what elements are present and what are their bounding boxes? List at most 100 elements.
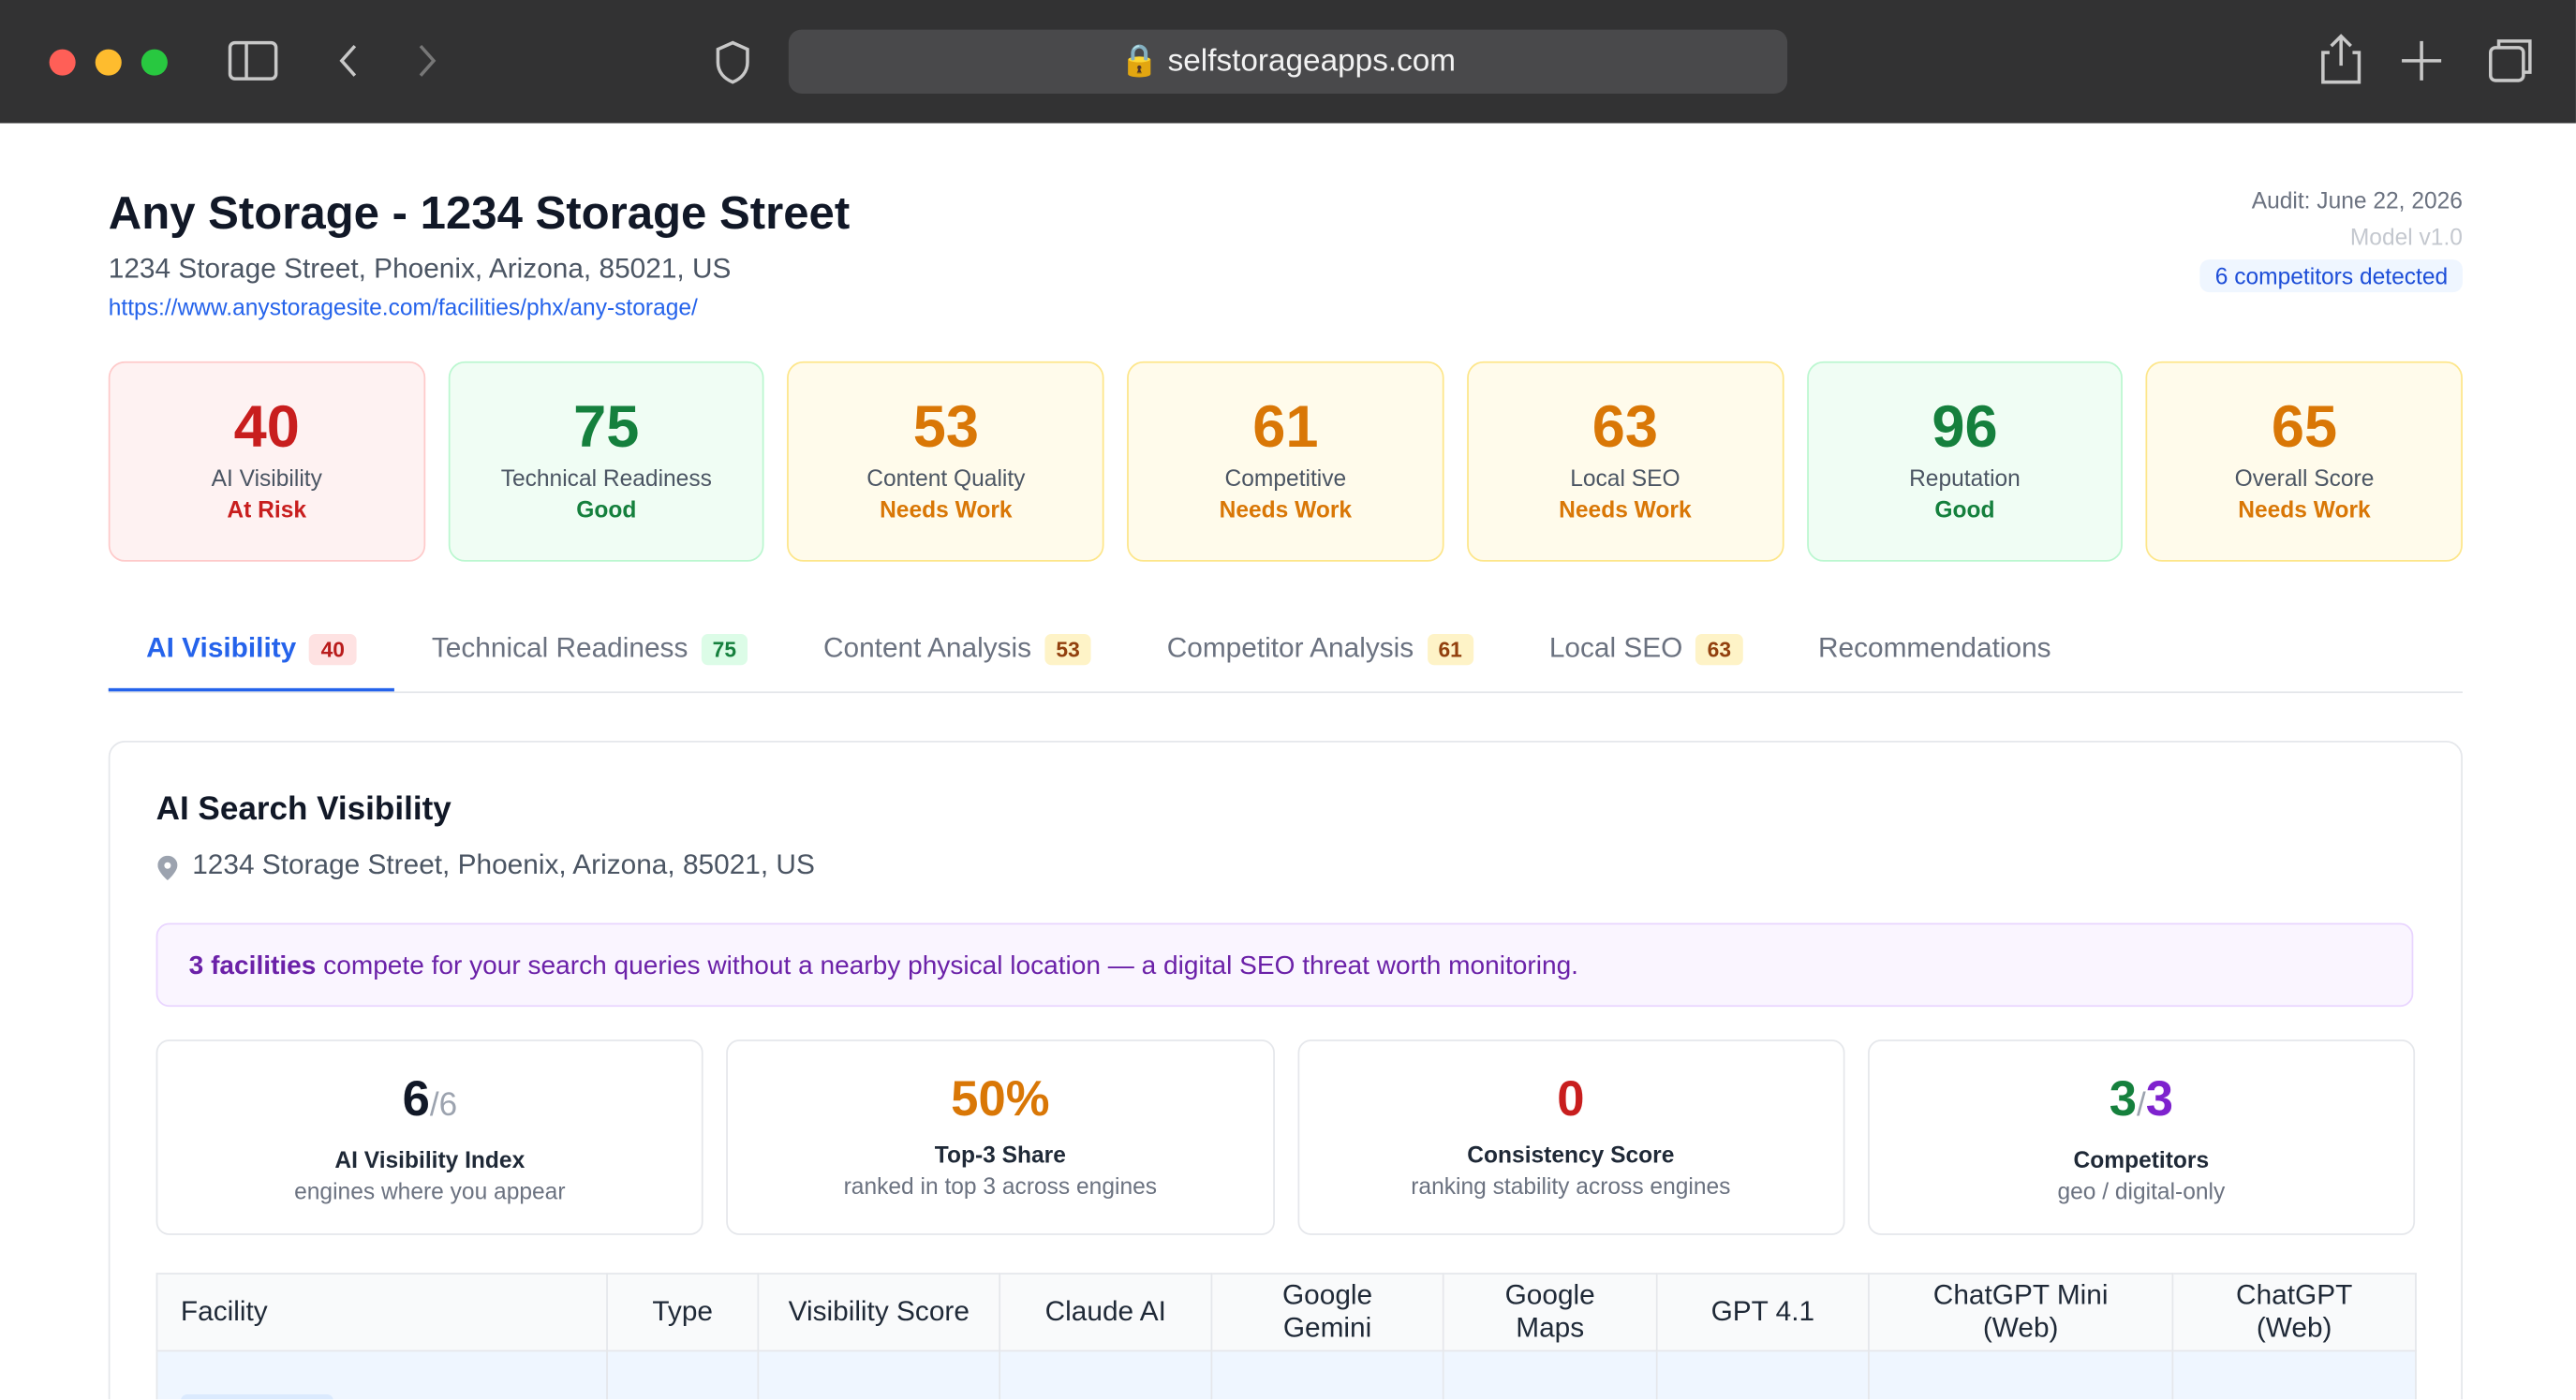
minimize-button[interactable] — [95, 49, 122, 76]
cell — [757, 1349, 1001, 1400]
stat-sep: / — [2136, 1087, 2146, 1124]
tab-badge: 75 — [701, 633, 748, 666]
column-header: Facility — [155, 1273, 608, 1352]
cell — [1210, 1349, 1444, 1400]
score-cards: 40 AI Visibility At Risk 75 Technical Readin… — [108, 361, 2464, 562]
tab[interactable]: Recommendations — [1781, 616, 2089, 692]
cell — [2171, 1349, 2417, 1400]
column-header: Google Maps — [1442, 1273, 1658, 1352]
stat-box: 0 Consistency Score ranking stability acro… — [1296, 1039, 1845, 1235]
score-card: 96 Reputation Good — [1806, 361, 2124, 562]
score: 65 — [2271, 392, 2338, 461]
cell: Your Facility — [155, 1349, 608, 1400]
tab[interactable]: Competitor Analysis 61 — [1129, 616, 1511, 692]
section-address: 1234 Storage Street, Phoenix, Arizona, 8… — [192, 848, 815, 881]
model-version: Model v1.0 — [2349, 223, 2463, 250]
url-text: selfstorageapps.com — [1167, 44, 1457, 80]
zoom-button[interactable] — [141, 49, 168, 76]
score-status: Needs Work — [1559, 495, 1692, 523]
browser-toolbar: 🔒 selfstorageapps.com — [0, 0, 2576, 124]
score-status: Good — [1934, 495, 1995, 523]
audit-meta: Audit: June 22, 2026 Model v1.0 6 compet… — [2199, 186, 2463, 293]
score-card: 65 Overall Score Needs Work — [2146, 361, 2464, 562]
score-status: Needs Work — [1219, 495, 1353, 523]
score: 40 — [233, 392, 300, 461]
stat-main: 6 — [402, 1072, 430, 1127]
score-card: 40 AI Visibility At Risk — [108, 361, 425, 562]
stat-title: Top-3 Share — [934, 1141, 1066, 1168]
address: 1234 Storage Street, Phoenix, Arizona, 8… — [108, 253, 732, 285]
panel — [108, 740, 2463, 1400]
tab-badge: 53 — [1044, 633, 1092, 666]
notice: 3 facilities compete for your search que… — [155, 922, 2414, 1008]
stat-desc: ranked in top 3 across engines — [843, 1172, 1158, 1200]
tab-bar: AI Visibility 40 Technical Readiness 75 Cont… — [108, 616, 2463, 694]
stat-value: 6/6 — [157, 1070, 702, 1134]
tab-label: Competitor Analysis — [1166, 632, 1414, 664]
page-title: Any Storage - 1234 Storage Street — [108, 186, 851, 239]
pin-icon — [157, 855, 178, 881]
score-label: Overall Score — [2234, 464, 2375, 492]
column-header: Type — [606, 1273, 760, 1352]
address-bar[interactable]: 🔒 selfstorageapps.com — [788, 29, 1788, 94]
audit-date: Audit: June 22, 2026 — [2251, 186, 2463, 214]
cell — [606, 1349, 760, 1400]
score-label: Reputation — [1909, 464, 2021, 492]
competitors-badge: 6 competitors detected — [2199, 259, 2463, 293]
facility-link[interactable]: https://www.anystoragesite.com/facilitie… — [108, 293, 698, 320]
tab-badge: 40 — [309, 633, 357, 666]
section-title: AI Search Visibility — [155, 791, 452, 828]
tab-label: Technical Readiness — [431, 632, 688, 664]
close-button[interactable] — [49, 49, 76, 76]
table-body: Your Facility — [155, 1349, 2417, 1400]
score-label: Technical Readiness — [500, 464, 712, 492]
score: 61 — [1252, 392, 1319, 461]
score-status: At Risk — [227, 495, 307, 523]
column-header: ChatGPT Mini (Web) — [1868, 1273, 2174, 1352]
tab[interactable]: Content Analysis 53 — [786, 616, 1130, 692]
score-status: Needs Work — [880, 495, 1013, 523]
tab[interactable]: AI Visibility 40 — [108, 616, 394, 692]
score-status: Good — [576, 495, 637, 523]
stat-main: 3 — [2109, 1072, 2137, 1127]
tab[interactable]: Local SEO 63 — [1511, 616, 1780, 692]
score-status: Needs Work — [2238, 495, 2371, 523]
stat-box: 50% Top-3 Share ranked in top 3 across eng… — [726, 1039, 1275, 1235]
stat-box: 6/6 AI Visibility Index engines where you … — [155, 1039, 704, 1235]
column-header: Claude AI — [999, 1273, 1213, 1352]
column-header: ChatGPT (Web) — [2171, 1273, 2417, 1352]
stat-total: /6 — [429, 1087, 458, 1124]
tab-label: Local SEO — [1548, 632, 1683, 664]
column-header: Google Gemini — [1210, 1273, 1444, 1352]
score-card: 53 Content Quality Needs Work — [787, 361, 1104, 562]
score-label: AI Visibility — [211, 464, 322, 492]
score: 96 — [1932, 392, 1998, 461]
score-label: Competitive — [1224, 464, 1347, 492]
score-card: 61 Competitive Needs Work — [1127, 361, 1444, 562]
column-header: GPT 4.1 — [1655, 1273, 1870, 1352]
cell — [999, 1349, 1213, 1400]
stat-value: 0 — [1298, 1070, 1843, 1129]
stat-desc: geo / digital-only — [2057, 1177, 2226, 1204]
table-row: Your Facility — [155, 1349, 2417, 1400]
stat-main: 50% — [951, 1072, 1050, 1127]
tab-label: AI Visibility — [146, 632, 297, 664]
notice-text: compete for your search queries without … — [316, 952, 1578, 981]
header-row: Facility Type Visibility Score Claude AI Goo… — [155, 1273, 2417, 1352]
tab-badge: 63 — [1695, 633, 1743, 666]
cell — [1655, 1349, 1870, 1400]
stat-desc: engines where you appear — [294, 1177, 566, 1204]
toolbar-actions — [2321, 34, 2532, 84]
stat-main: 0 — [1557, 1072, 1585, 1127]
stat-box: 3/3 Competitors geo / digital-only — [1867, 1039, 2416, 1235]
stat-desc: ranking stability across engines — [1411, 1172, 1731, 1200]
stat-value: 50% — [728, 1070, 1272, 1129]
column-header: Visibility Score — [757, 1273, 1001, 1352]
tab[interactable]: Technical Readiness 75 — [394, 616, 786, 692]
score: 75 — [573, 392, 640, 461]
stat-value: 3/3 — [1869, 1070, 2413, 1134]
score-card: 63 Local SEO Needs Work — [1466, 361, 1784, 562]
